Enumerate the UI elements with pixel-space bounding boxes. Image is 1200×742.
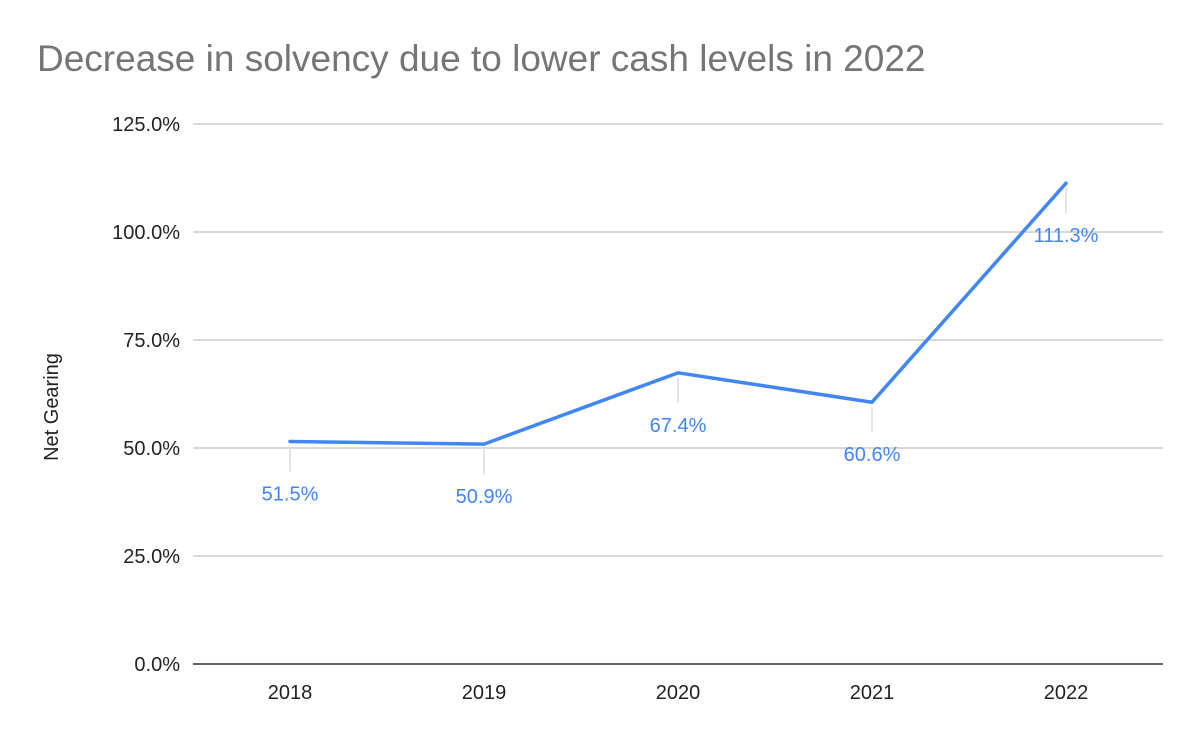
- y-tick-label: 75.0%: [123, 330, 180, 352]
- y-axis-title: Net Gearing: [41, 353, 63, 461]
- x-axis: 2018 2019 2020 2021 2022: [268, 682, 1089, 704]
- x-tick-label: 2022: [1044, 682, 1089, 704]
- data-labels: 51.5% 50.9% 67.4% 60.6% 111.3%: [262, 225, 1099, 508]
- x-tick-label: 2019: [462, 682, 507, 704]
- data-label: 111.3%: [1034, 225, 1099, 247]
- y-tick-label: 0.0%: [134, 654, 180, 676]
- data-label: 51.5%: [262, 484, 319, 506]
- data-label-leaders: [289, 188, 1067, 475]
- y-axis: 0.0% 25.0% 50.0% 75.0% 100.0% 125.0%: [112, 114, 180, 676]
- x-tick-label: 2020: [656, 682, 701, 704]
- x-tick-label: 2018: [268, 682, 313, 704]
- data-label: 60.6%: [844, 444, 901, 466]
- gridlines: [193, 123, 1163, 665]
- x-tick-label: 2021: [850, 682, 895, 704]
- series: [288, 181, 1068, 446]
- y-tick-label: 125.0%: [112, 114, 180, 136]
- data-label: 67.4%: [650, 415, 707, 437]
- y-tick-label: 50.0%: [123, 438, 180, 460]
- y-tick-label: 25.0%: [123, 546, 180, 568]
- series-line: [288, 181, 1068, 446]
- y-tick-label: 100.0%: [112, 222, 180, 244]
- chart-title: Decrease in solvency due to lower cash l…: [37, 38, 926, 79]
- data-label: 50.9%: [456, 486, 513, 508]
